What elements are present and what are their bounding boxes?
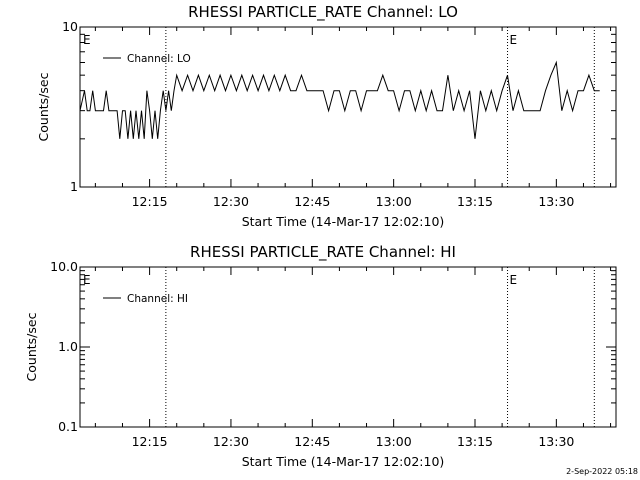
event-marker-label: E [83, 273, 91, 287]
x-tick-label: 12:45 [294, 194, 330, 209]
y-axis-label: Counts/sec [36, 72, 51, 141]
x-tick-label: 12:30 [213, 434, 249, 449]
x-tick-label: 12:15 [132, 434, 168, 449]
x-tick-label: 13:30 [538, 194, 574, 209]
chart-title: RHESSI PARTICLE_RATE Channel: HI [190, 243, 456, 262]
x-tick-label: 12:15 [132, 194, 168, 209]
x-tick-label: 13:15 [457, 434, 493, 449]
x-axis-label: Start Time (14-Mar-17 12:02:10) [242, 454, 445, 469]
event-marker-label: E [83, 33, 91, 47]
y-tick-label: 1.0 [58, 339, 78, 354]
y-tick-label: 0.1 [58, 419, 78, 434]
legend-entry: Channel: HI [127, 293, 188, 305]
x-tick-label: 12:30 [213, 194, 249, 209]
chart-panel-1: RHESSI PARTICLE_RATE Channel: LO 12:15 12:… [36, 3, 617, 229]
chart-panel-2: RHESSI PARTICLE_RATE Channel: HI 12:15 12:… [24, 243, 617, 469]
chart-panels: RHESSI PARTICLE_RATE Channel: LO 12:15 12:… [24, 3, 617, 469]
x-tick-label: 13:15 [457, 194, 493, 209]
y-tick-label: 10 [62, 19, 78, 34]
y-axis-label: Counts/sec [24, 312, 39, 381]
x-tick-label: 13:30 [538, 434, 574, 449]
x-axis-label: Start Time (14-Mar-17 12:02:10) [242, 214, 445, 229]
chart-title: RHESSI PARTICLE_RATE Channel: LO [188, 3, 458, 22]
timestamp: 2-Sep-2022 05:18 [566, 467, 638, 476]
plot-frame [79, 26, 617, 188]
x-tick-label: 13:00 [376, 194, 412, 209]
event-marker-label: E [510, 33, 518, 47]
event-marker-label: E [510, 273, 518, 287]
legend-entry: Channel: LO [127, 53, 191, 65]
series-line-1 [79, 60, 600, 139]
y-tick-label: 10.0 [50, 259, 78, 274]
x-tick-label: 13:00 [376, 434, 412, 449]
y-tick-label: 1 [70, 179, 78, 194]
x-tick-label: 12:45 [294, 434, 330, 449]
